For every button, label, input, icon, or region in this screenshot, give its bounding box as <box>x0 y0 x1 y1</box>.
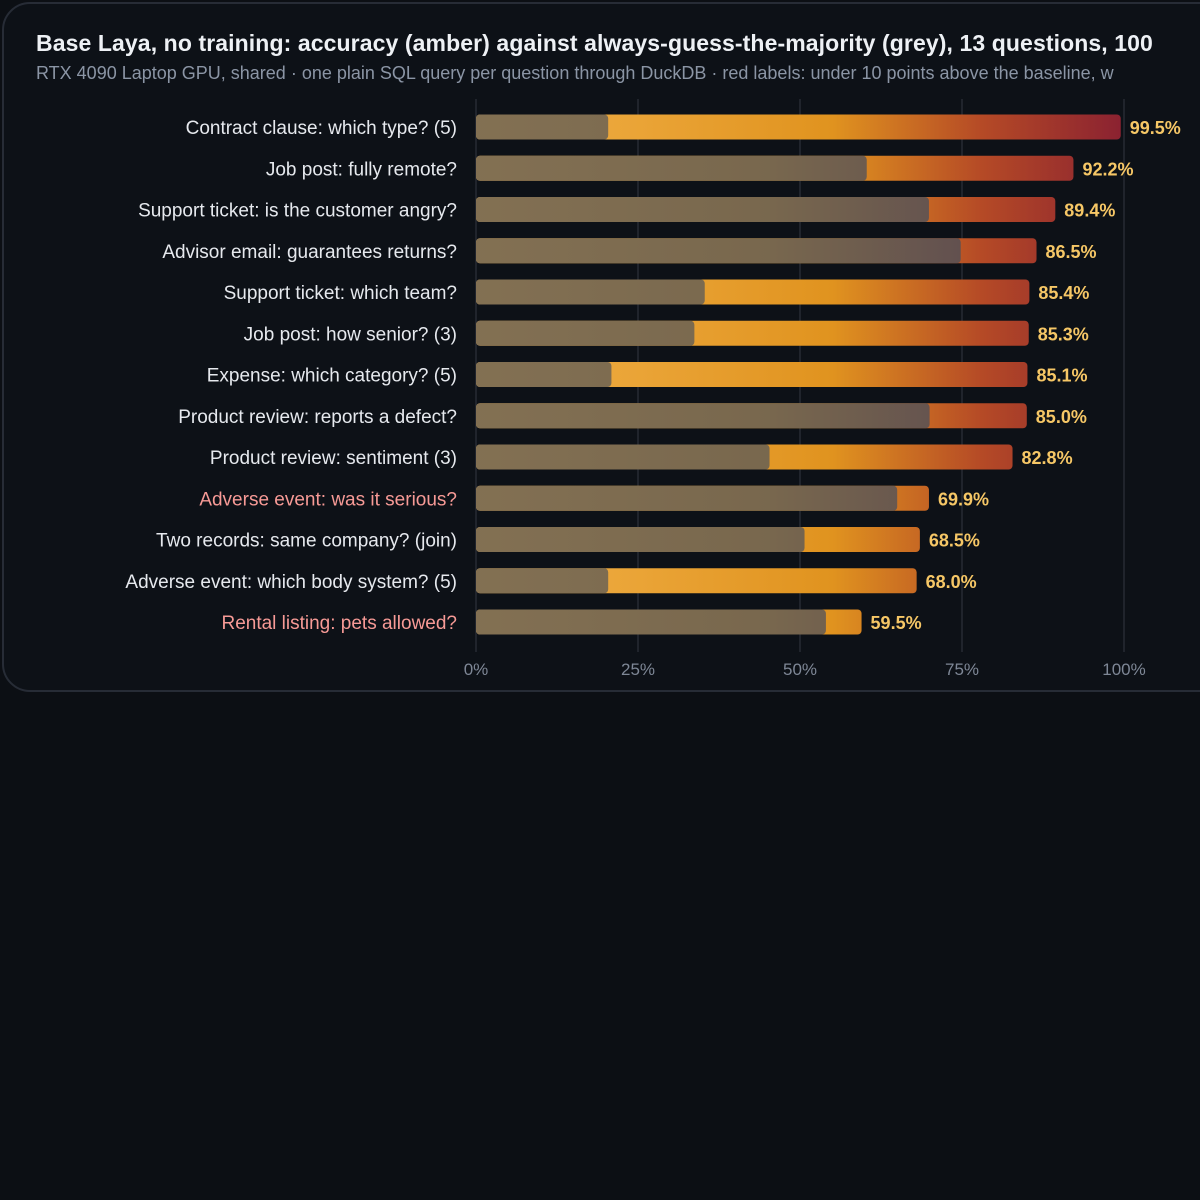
value-label: 69.9% <box>938 489 989 509</box>
baseline-bar <box>476 609 826 635</box>
value-label: 85.0% <box>1036 407 1087 427</box>
category-label: Expense: which category? (5) <box>207 366 457 387</box>
category-label: Product review: reports a defect? <box>178 407 457 428</box>
baseline-bar <box>476 114 609 140</box>
value-label: 89.4% <box>1064 201 1115 221</box>
chart-card: Base Laya, no training: accuracy (amber)… <box>2 2 1200 692</box>
baseline-bar <box>476 238 961 264</box>
value-label: 85.3% <box>1038 324 1089 344</box>
category-label: Two records: same company? (join) <box>156 531 457 552</box>
bar-chart: Contract clause: which type? (5) 99.5% Job… <box>125 99 1181 679</box>
x-tick-label: 75% <box>945 660 979 679</box>
x-tick-label: 50% <box>783 660 817 679</box>
value-label: 99.5% <box>1130 118 1181 138</box>
baseline-bar <box>476 568 609 594</box>
bars <box>476 114 1121 635</box>
x-tick-label: 100% <box>1102 660 1145 679</box>
x-tick-label: 0% <box>464 660 489 679</box>
baseline-bar <box>476 485 898 511</box>
baseline-bar <box>476 279 705 305</box>
baseline-bar <box>476 403 930 429</box>
baseline-bar <box>476 197 929 222</box>
category-label: Job post: how senior? (3) <box>244 324 457 345</box>
baseline-bar <box>476 320 695 346</box>
baseline-bar <box>476 362 612 387</box>
value-label: 85.4% <box>1038 283 1089 303</box>
category-label: Adverse event: was it serious? <box>199 489 457 510</box>
category-label: Product review: sentiment (3) <box>210 448 457 469</box>
baseline-bar <box>476 444 770 470</box>
x-axis-ticks: 0% 25% 50% 75% 100% <box>464 660 1146 679</box>
baseline-bar <box>476 155 867 181</box>
accuracy-bar <box>476 362 1028 387</box>
category-label: Job post: fully remote? <box>266 159 457 180</box>
category-label: Adverse event: which body system? (5) <box>125 572 457 593</box>
category-labels: Contract clause: which type? (5) 99.5% Job… <box>125 118 1180 634</box>
category-label: Support ticket: which team? <box>224 283 457 304</box>
category-label: Support ticket: is the customer angry? <box>138 201 457 222</box>
value-label: 59.5% <box>871 613 922 633</box>
category-label: Contract clause: which type? (5) <box>186 118 457 139</box>
value-label: 68.0% <box>926 572 977 592</box>
value-label: 86.5% <box>1046 242 1097 262</box>
value-label: 82.8% <box>1022 448 1073 468</box>
category-label: Rental listing: pets allowed? <box>221 613 457 634</box>
accuracy-bar <box>476 114 1121 140</box>
value-label: 92.2% <box>1082 159 1133 179</box>
chart-subtitle: RTX 4090 Laptop GPU, shared · one plain … <box>36 63 1114 83</box>
x-tick-label: 25% <box>621 660 655 679</box>
chart-title: Base Laya, no training: accuracy (amber)… <box>36 30 1153 56</box>
value-label: 68.5% <box>929 531 980 551</box>
category-label: Advisor email: guarantees returns? <box>162 242 457 263</box>
value-label: 85.1% <box>1036 366 1087 386</box>
baseline-bar <box>476 527 805 552</box>
